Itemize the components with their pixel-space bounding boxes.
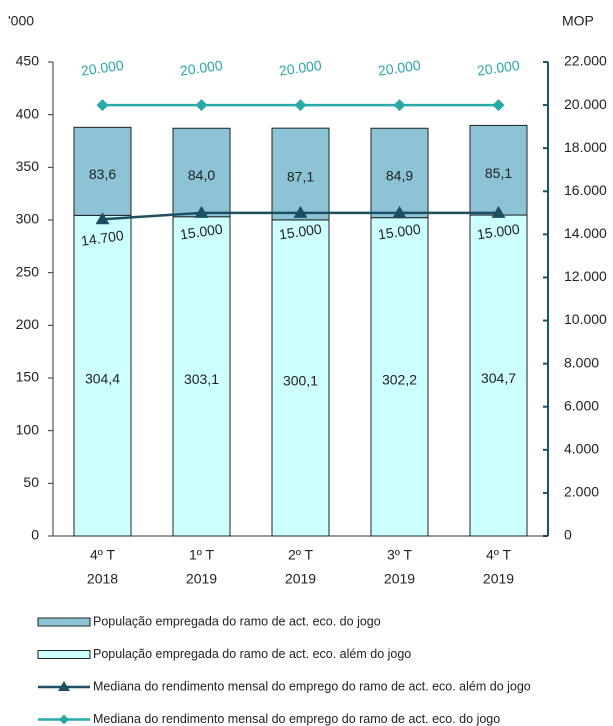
legend-label: Mediana do rendimento mensal do emprego … bbox=[93, 712, 500, 726]
x-tick-label: 2019 bbox=[384, 571, 415, 587]
x-tick-label: 2019 bbox=[483, 571, 514, 587]
marker bbox=[96, 99, 109, 112]
legend-label: População empregada do ramo de act. eco.… bbox=[93, 614, 381, 628]
y2-tick-label: 20.000 bbox=[564, 96, 607, 112]
bar bbox=[172, 127, 231, 218]
bar bbox=[271, 219, 330, 537]
bar-value-label: 87,1 bbox=[287, 169, 314, 185]
legend-label: Mediana do rendimento mensal do emprego … bbox=[93, 679, 531, 693]
bar bbox=[73, 126, 132, 216]
y2-axis-title: MOP bbox=[562, 13, 594, 29]
line-value-label: 20.000 bbox=[377, 57, 422, 79]
y2-tick-label: 0 bbox=[564, 527, 572, 543]
legend-marker bbox=[59, 714, 69, 725]
y-tick-label: 400 bbox=[16, 105, 40, 121]
line-value-label: 20.000 bbox=[476, 57, 521, 79]
y2-tick-label: 16.000 bbox=[564, 182, 607, 198]
marker bbox=[194, 205, 209, 218]
line-value-label: 20.000 bbox=[80, 57, 125, 79]
line-value-label: 15.000 bbox=[278, 221, 323, 243]
bar bbox=[370, 127, 429, 219]
line-value-label: 20.000 bbox=[278, 57, 323, 79]
line-value-label: 14.700 bbox=[80, 227, 125, 249]
y2-tick-label: 10.000 bbox=[564, 311, 607, 327]
legend-marker bbox=[58, 681, 70, 691]
legend-swatch bbox=[37, 650, 91, 659]
bar-value-label: 304,4 bbox=[85, 370, 120, 386]
bar-value-label: 84,9 bbox=[386, 168, 413, 184]
bar-value-label: 85,1 bbox=[485, 165, 512, 181]
marker bbox=[195, 99, 208, 112]
bar bbox=[172, 216, 231, 537]
marker bbox=[293, 205, 308, 218]
bar-value-label: 300,1 bbox=[283, 373, 318, 389]
y2-tick-label: 18.000 bbox=[564, 139, 607, 155]
y-tick-label: 450 bbox=[16, 53, 40, 69]
y-axis-title: '000 bbox=[8, 13, 34, 29]
y-tick-label: 200 bbox=[16, 316, 40, 332]
y2-tick-label: 6.000 bbox=[564, 397, 599, 413]
line-value-label: 15.000 bbox=[179, 221, 224, 243]
bar-value-label: 84,0 bbox=[188, 167, 215, 183]
y-tick-label: 350 bbox=[16, 158, 40, 174]
y-tick-label: 150 bbox=[16, 369, 40, 385]
bar-value-label: 303,1 bbox=[184, 371, 219, 387]
y2-tick-label: 12.000 bbox=[564, 268, 607, 284]
x-tick-label: 4º T bbox=[486, 547, 512, 563]
x-tick-label: 4º T bbox=[90, 547, 116, 563]
y2-tick-label: 4.000 bbox=[564, 441, 599, 457]
marker bbox=[393, 99, 406, 112]
y2-tick-label: 14.000 bbox=[564, 225, 607, 241]
x-tick-label: 1º T bbox=[189, 547, 215, 563]
marker bbox=[294, 99, 307, 112]
bar bbox=[370, 217, 429, 537]
bar-value-label: 304,7 bbox=[481, 370, 516, 386]
bar bbox=[271, 127, 330, 221]
bar-value-label: 83,6 bbox=[89, 166, 116, 182]
x-tick-label: 2º T bbox=[288, 547, 314, 563]
line-value-label: 20.000 bbox=[179, 57, 224, 79]
x-tick-label: 2019 bbox=[285, 571, 316, 587]
bar-value-label: 302,2 bbox=[382, 372, 417, 388]
x-tick-label: 2018 bbox=[87, 571, 118, 587]
y-tick-label: 250 bbox=[16, 263, 40, 279]
line-value-label: 15.000 bbox=[377, 221, 422, 243]
y2-tick-label: 8.000 bbox=[564, 354, 599, 370]
y-tick-label: 0 bbox=[31, 527, 39, 543]
y2-tick-label: 2.000 bbox=[564, 484, 599, 500]
marker bbox=[491, 205, 506, 218]
y2-tick-label: 22.000 bbox=[564, 53, 607, 69]
y-tick-label: 50 bbox=[23, 474, 39, 490]
y-tick-label: 100 bbox=[16, 421, 40, 437]
x-tick-label: 2019 bbox=[186, 571, 217, 587]
bar bbox=[469, 214, 528, 537]
line-value-label: 15.000 bbox=[476, 221, 521, 243]
marker bbox=[392, 205, 407, 218]
legend-swatch bbox=[37, 617, 91, 627]
y-tick-label: 300 bbox=[16, 211, 40, 227]
marker bbox=[95, 212, 110, 225]
legend-label: População empregada do ramo de act. eco.… bbox=[93, 647, 411, 661]
marker bbox=[492, 99, 505, 112]
x-tick-label: 3º T bbox=[387, 547, 413, 563]
